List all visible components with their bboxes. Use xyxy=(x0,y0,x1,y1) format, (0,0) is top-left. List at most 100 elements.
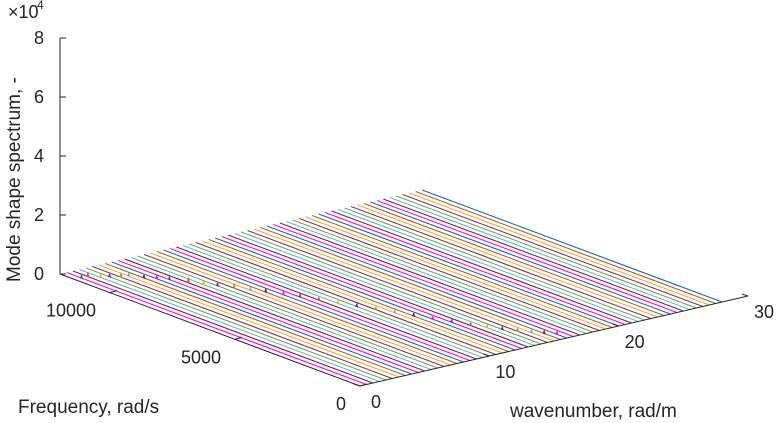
baseline-series-6 xyxy=(137,255,438,369)
peak-k-3 xyxy=(127,272,131,278)
peak-k-1 xyxy=(86,272,90,278)
peak-k-4.5 xyxy=(167,276,172,281)
z-tick-label-2: 2 xyxy=(34,205,44,225)
z-tick-label-6: 6 xyxy=(34,87,44,107)
baseline-series-20.5 xyxy=(324,211,626,326)
baseline-series-26.5 xyxy=(402,193,703,308)
baseline-series-group xyxy=(66,189,723,386)
peak-k-8 xyxy=(281,291,286,296)
baseline-series-2 xyxy=(85,267,387,381)
peak-k-5 xyxy=(186,277,191,284)
peak-k-8.5 xyxy=(298,294,302,299)
baseline-series-21.5 xyxy=(337,208,639,323)
baseline-series-28 xyxy=(421,189,723,303)
baseline-series-10 xyxy=(189,243,490,357)
baseline-series-8.5 xyxy=(169,247,471,362)
baseline-series-1 xyxy=(72,270,374,384)
frequency-tick-label-5000: 5000 xyxy=(181,347,221,367)
frequency-tick-label-0: 0 xyxy=(336,394,346,414)
baseline-series-20 xyxy=(318,213,619,327)
peak-k-12 xyxy=(431,316,435,321)
baseline-series-7.5 xyxy=(156,250,458,365)
baseline-series-7 xyxy=(150,252,451,366)
peak-k-9.5 xyxy=(336,300,340,305)
baseline-series-5.5 xyxy=(130,256,432,371)
axes-group xyxy=(59,38,749,387)
baseline-series-1.5 xyxy=(79,268,380,383)
z-axis-title: Mode shape spectrum, - xyxy=(4,77,25,282)
wavenumber-tick-0 xyxy=(353,383,361,387)
exponent-base-label: ×10 xyxy=(8,2,39,22)
baseline-series-12 xyxy=(215,237,516,351)
baseline-series-9 xyxy=(176,246,477,360)
baseline-series-13.5 xyxy=(234,232,535,347)
frequency-tick-label-10000: 10000 xyxy=(46,301,96,321)
peak-k-4 xyxy=(155,275,159,280)
peak-k-2.5 xyxy=(119,272,124,279)
wavenumber-axis-title: wavenumber, rad/m xyxy=(509,401,677,422)
baseline-series-17.5 xyxy=(286,220,587,335)
peak-k-0.5 xyxy=(79,275,84,280)
baseline-series-2.5 xyxy=(92,265,393,380)
wavenumber-tick-label-20: 20 xyxy=(625,332,645,352)
peak-k-13 xyxy=(469,322,473,327)
peak-k-12.5 xyxy=(450,319,454,324)
baseline-series-9.5 xyxy=(182,244,484,359)
baseline-series-15.5 xyxy=(260,226,561,341)
peak-k-2 xyxy=(108,273,112,278)
baseline-series-14 xyxy=(240,231,542,345)
z-tick-label-4: 4 xyxy=(34,146,44,166)
baseline-series-3.5 xyxy=(105,262,406,377)
baseline-series-22 xyxy=(344,207,645,321)
baseline-series-23 xyxy=(357,204,658,318)
baseline-series-8 xyxy=(163,249,464,363)
baseline-series-17 xyxy=(279,222,581,336)
frequency-tick-10000 xyxy=(109,290,118,294)
baseline-series-25.5 xyxy=(389,196,690,311)
baseline-series-27.5 xyxy=(415,190,716,305)
peak-k-14 xyxy=(500,326,505,331)
peak-k-11.5 xyxy=(412,313,416,318)
peak-k-6 xyxy=(216,282,220,287)
z-tick-label-8: 8 xyxy=(34,28,44,48)
baseline-series-12.5 xyxy=(221,235,522,350)
peak-k-5.5 xyxy=(202,280,206,286)
wavenumber-tick-20 xyxy=(612,323,619,327)
peak-k-15.5 xyxy=(542,330,547,335)
baseline-series-4 xyxy=(111,261,412,375)
peak-k-6.5 xyxy=(232,283,237,290)
baseline-series-26 xyxy=(396,195,697,309)
peak-k-9 xyxy=(317,297,321,302)
wavenumber-tick-10 xyxy=(483,353,490,357)
baseline-series-19.5 xyxy=(312,214,613,329)
baseline-series-11.5 xyxy=(208,238,509,353)
baseline-series-16 xyxy=(266,225,568,339)
baseline-series-23.5 xyxy=(363,202,665,317)
wavenumber-tick-label-0: 0 xyxy=(371,392,381,412)
frequency-tick-5000 xyxy=(234,336,243,340)
baseline-series-21 xyxy=(331,210,632,324)
wavenumber-tick-label-10: 10 xyxy=(495,362,515,382)
baseline-series-15 xyxy=(253,228,555,342)
baseline-series-18 xyxy=(292,219,593,333)
peak-k-7 xyxy=(249,286,253,292)
baseline-series-11 xyxy=(202,240,503,354)
baseline-series-25 xyxy=(383,198,684,312)
peak-k-14.5 xyxy=(515,328,520,333)
peak-k-15 xyxy=(529,329,534,334)
baseline-series-18.5 xyxy=(299,217,600,332)
peak-k-11 xyxy=(393,309,397,315)
wavenumber-tick-30 xyxy=(741,293,749,297)
baseline-series-10.5 xyxy=(195,241,496,356)
frequency-axis-title: Frequency, rad/s xyxy=(18,397,159,418)
peak-k-13.5 xyxy=(485,324,489,329)
peak-k-1.5 xyxy=(99,273,103,279)
frequency-tick-0 xyxy=(359,383,368,387)
baseline-series-5 xyxy=(124,258,425,372)
exponent-power-label: -4 xyxy=(33,0,44,12)
peak-k-10.5 xyxy=(374,306,378,311)
wavenumber-axis-line xyxy=(359,295,749,387)
